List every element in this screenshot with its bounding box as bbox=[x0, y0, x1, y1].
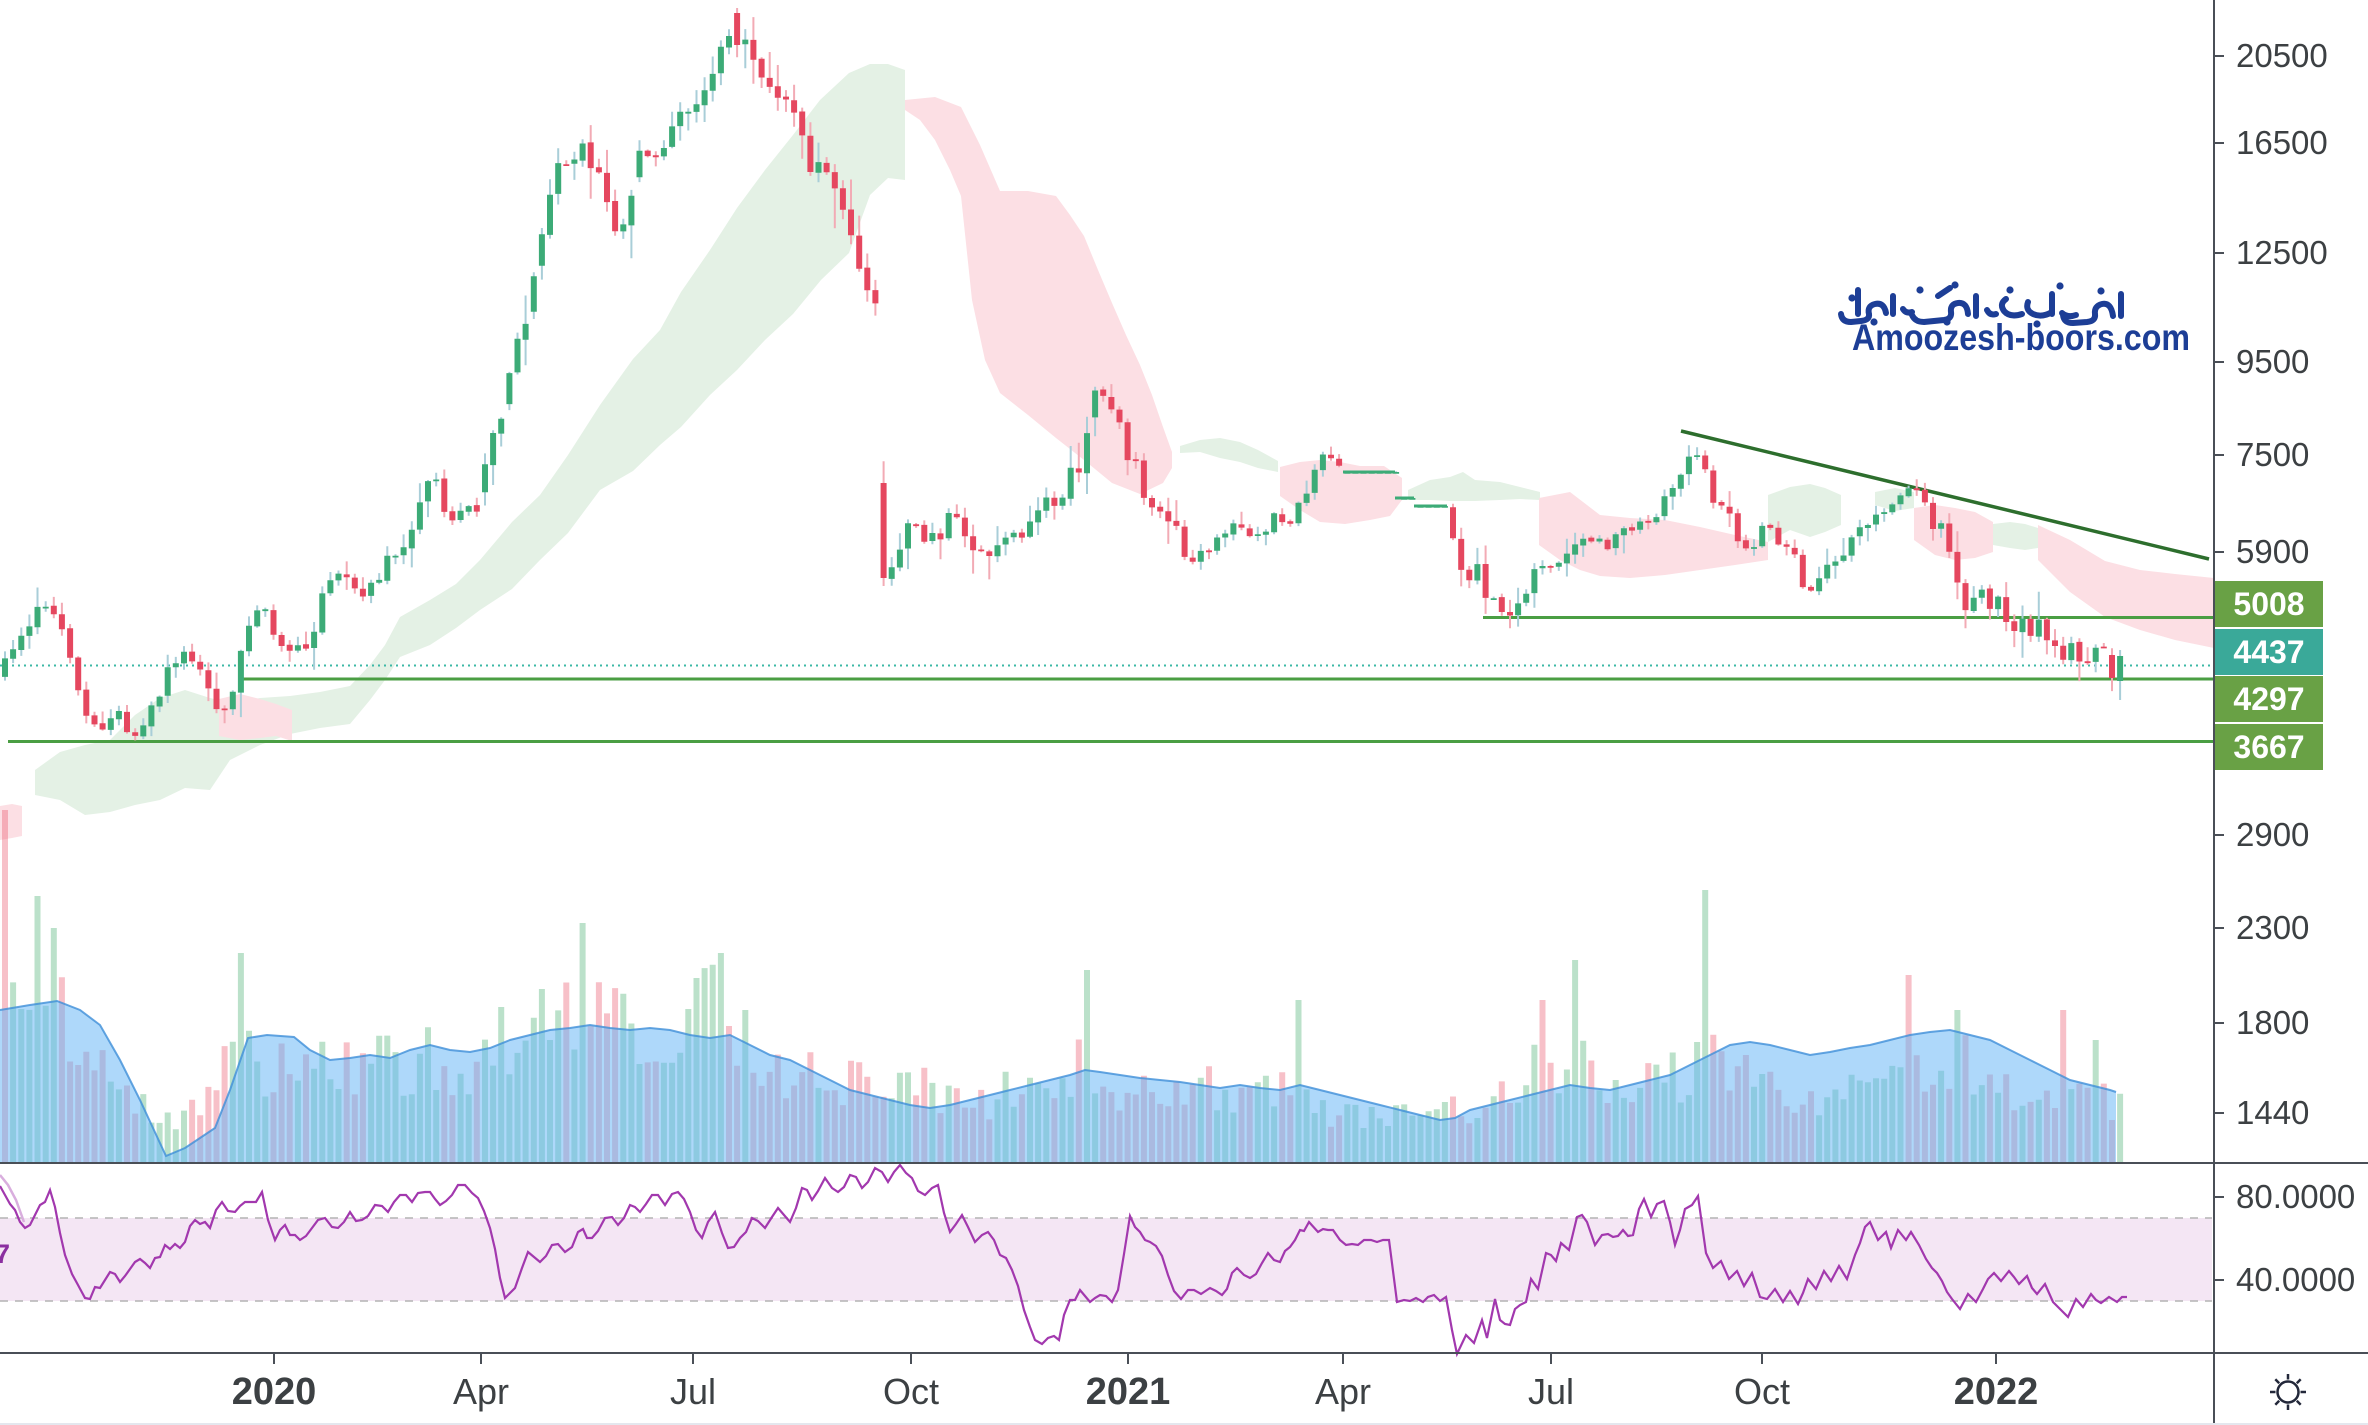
svg-text:Oct: Oct bbox=[883, 1371, 939, 1412]
svg-text:40.0000: 40.0000 bbox=[2236, 1261, 2355, 1298]
svg-text:Oct: Oct bbox=[1734, 1371, 1790, 1412]
svg-text:1440: 1440 bbox=[2236, 1094, 2309, 1131]
svg-text:12500: 12500 bbox=[2236, 234, 2328, 271]
svg-text:20500: 20500 bbox=[2236, 37, 2328, 74]
svg-text:Jul: Jul bbox=[670, 1371, 716, 1412]
svg-text:5900: 5900 bbox=[2236, 533, 2309, 570]
svg-text:2020: 2020 bbox=[232, 1371, 317, 1413]
svg-text:80.0000: 80.0000 bbox=[2236, 1178, 2355, 1215]
svg-text:7: 7 bbox=[0, 1239, 10, 1269]
svg-text:2300: 2300 bbox=[2236, 909, 2309, 946]
svg-text:3667: 3667 bbox=[2233, 729, 2304, 765]
svg-text:Jul: Jul bbox=[1528, 1371, 1574, 1412]
svg-text:2900: 2900 bbox=[2236, 816, 2309, 853]
svg-text:4437: 4437 bbox=[2233, 634, 2304, 670]
svg-text:Apr: Apr bbox=[1315, 1371, 1371, 1412]
svg-text:7500: 7500 bbox=[2236, 436, 2309, 473]
svg-text:4297: 4297 bbox=[2233, 681, 2304, 717]
svg-text:16500: 16500 bbox=[2236, 124, 2328, 161]
svg-text:Apr: Apr bbox=[453, 1371, 509, 1412]
svg-text:5008: 5008 bbox=[2233, 586, 2304, 622]
svg-text:1800: 1800 bbox=[2236, 1004, 2309, 1041]
svg-text:2021: 2021 bbox=[1086, 1371, 1171, 1413]
svg-text:Amoozesh-boors.com: Amoozesh-boors.com bbox=[1852, 317, 2190, 358]
svg-text:2022: 2022 bbox=[1954, 1371, 2039, 1413]
svg-text:9500: 9500 bbox=[2236, 343, 2309, 380]
